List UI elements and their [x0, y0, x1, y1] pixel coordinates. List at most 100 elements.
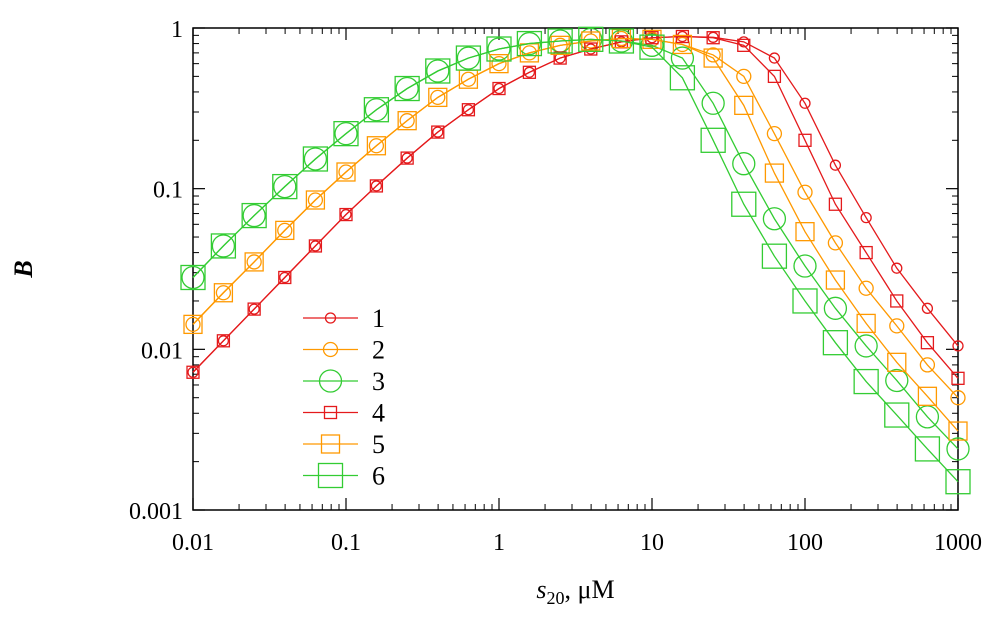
- data-point: [761, 243, 788, 269]
- data-point: [822, 330, 849, 356]
- data-point: [394, 75, 420, 102]
- data-point: [334, 122, 358, 146]
- data-point: [492, 81, 506, 96]
- x-tick-label: 10: [640, 530, 664, 556]
- legend-label: 5: [372, 430, 385, 459]
- data-point: [731, 191, 757, 217]
- x-axis-label-suffix: , μM: [565, 575, 615, 604]
- data-point: [891, 262, 903, 274]
- data-point: [675, 29, 690, 44]
- data-point: [309, 240, 322, 252]
- data-point: [246, 254, 262, 270]
- data-point: [455, 45, 482, 71]
- data-point: [456, 46, 481, 70]
- data-point: [701, 91, 725, 115]
- data-point: [946, 437, 970, 461]
- data-point: [919, 357, 936, 373]
- data-point: [517, 31, 542, 56]
- data-point: [186, 365, 200, 379]
- data-point: [795, 222, 815, 242]
- y-tick-label: 0.01: [141, 338, 183, 364]
- data-point: [401, 152, 413, 164]
- data-point: [187, 366, 199, 378]
- data-point: [890, 294, 904, 308]
- y-tick-labels: 0.001 0.01 0.1 1: [129, 17, 183, 525]
- data-point: [827, 235, 844, 251]
- data-point: [431, 125, 445, 139]
- data-point: [860, 212, 872, 224]
- data-point: [793, 254, 817, 278]
- series-line-5: [192, 37, 959, 432]
- legend-label: 2: [372, 336, 385, 365]
- data-point: [399, 113, 415, 129]
- x-axis-label-base: s: [536, 575, 546, 604]
- data-point: [368, 138, 385, 154]
- data-point: [889, 318, 905, 334]
- data-point: [950, 390, 966, 406]
- data-point: [217, 335, 230, 347]
- data-point: [366, 136, 387, 156]
- data-point: [829, 159, 842, 171]
- data-point: [462, 104, 475, 116]
- data-point: [523, 66, 536, 78]
- data-point: [491, 55, 507, 72]
- data-point: [792, 288, 818, 314]
- data-point: [732, 152, 756, 176]
- data-point: [244, 252, 264, 272]
- data-point: [185, 316, 201, 333]
- data-point: [672, 34, 693, 55]
- data-point: [395, 76, 419, 101]
- legend: 1 23 45 6: [303, 304, 385, 491]
- data-point: [247, 302, 261, 316]
- data-point: [275, 220, 295, 241]
- data-point: [945, 469, 971, 495]
- data-point: [241, 202, 267, 229]
- data-point: [736, 68, 752, 85]
- data-point: [521, 45, 538, 61]
- data-point: [768, 52, 781, 64]
- data-point: [828, 197, 843, 211]
- data-point: [764, 163, 785, 183]
- series-layer: [180, 26, 971, 495]
- data-point: [333, 121, 359, 147]
- series-6: [180, 26, 971, 495]
- data-point: [670, 46, 695, 70]
- series-line-4: [192, 35, 959, 379]
- data-point: [216, 334, 231, 348]
- data-point: [584, 42, 598, 56]
- x-tick-label: 1000: [934, 530, 982, 556]
- data-point: [951, 371, 965, 385]
- data-point: [305, 190, 326, 210]
- data-point: [425, 58, 451, 84]
- data-point: [737, 38, 751, 52]
- y-tick-label: 0.1: [153, 178, 183, 204]
- data-point: [493, 82, 505, 95]
- data-point: [917, 386, 938, 406]
- data-point: [180, 264, 206, 291]
- series-3: [181, 27, 970, 461]
- data-point: [734, 95, 754, 116]
- data-point: [279, 271, 291, 284]
- data-point: [856, 313, 876, 334]
- data-point: [273, 174, 297, 199]
- data-point: [248, 303, 260, 315]
- data-point: [645, 31, 659, 45]
- data-point: [884, 402, 910, 428]
- data-point: [460, 71, 477, 87]
- data-point: [738, 36, 750, 48]
- x-axis-label: s20, μM: [536, 575, 614, 608]
- legend-label: 4: [372, 399, 385, 428]
- legend-entry-4: 4: [303, 399, 385, 428]
- data-point: [489, 53, 509, 74]
- legend-entry-2: 2: [303, 336, 385, 365]
- legend-marker: [324, 312, 337, 324]
- y-tick-label: 0.001: [129, 499, 183, 525]
- data-point: [336, 162, 356, 182]
- data-point: [920, 336, 935, 350]
- data-point: [581, 31, 601, 51]
- data-point: [242, 203, 266, 228]
- data-point: [859, 245, 873, 260]
- data-point: [553, 51, 567, 65]
- data-point: [183, 314, 203, 335]
- data-point: [762, 207, 787, 231]
